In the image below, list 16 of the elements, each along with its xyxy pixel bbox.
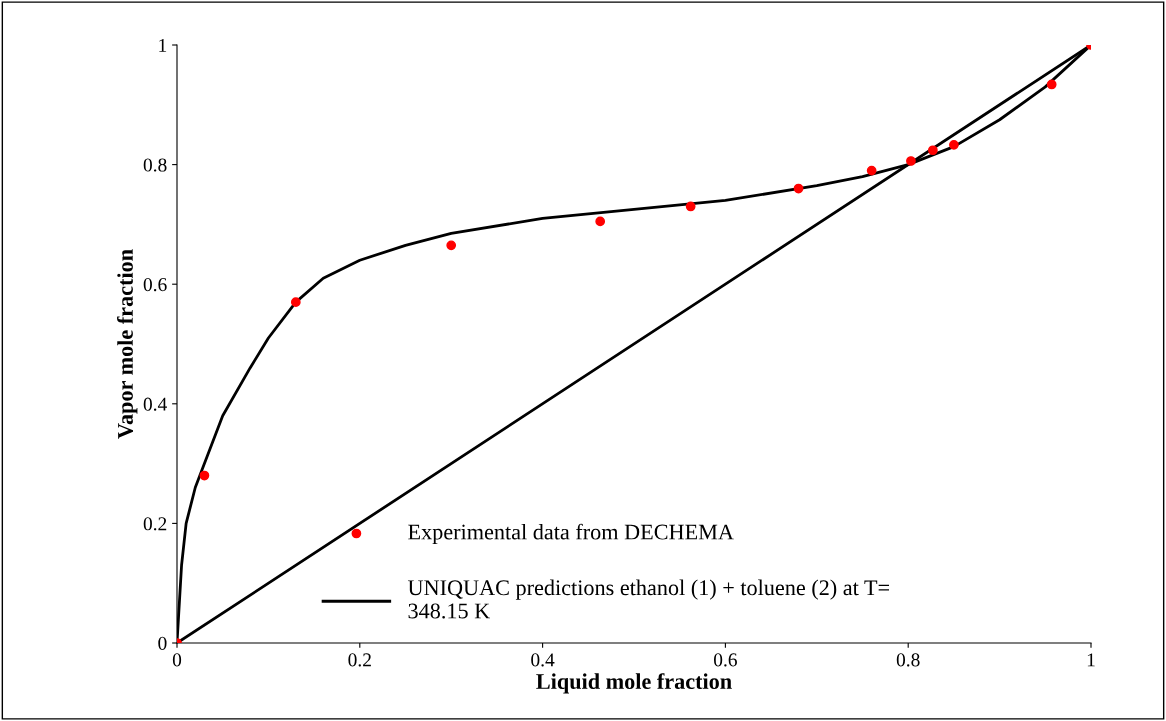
- x-tick-label: 0.4: [531, 653, 555, 667]
- x-axis-title: Liquid mole fraction: [536, 673, 732, 694]
- x-tick-label: 1: [1087, 653, 1095, 667]
- y-axis-title: Vapor mole fraction: [117, 249, 138, 439]
- x-tick-label: 0.2: [348, 653, 371, 667]
- y-tick-label: 0: [158, 636, 167, 650]
- legend-label: UNIQUAC predictions ethanol (1) + toluene (2) at T= 348.15 K: [407, 579, 889, 619]
- x-tick-label: 0.8: [896, 653, 920, 667]
- y-tick-label: 0.4: [143, 397, 167, 411]
- y-tick-label: 1: [159, 38, 167, 52]
- x-tick-label: 0.6: [713, 653, 737, 667]
- y-tick-label: 0.2: [143, 517, 167, 531]
- y-tick-label: 0.6: [143, 278, 167, 292]
- legend-label: Experimental data from DECHEMA: [408, 523, 734, 545]
- y-tick-label: 0.8: [143, 158, 167, 172]
- x-tick-label: 0: [172, 653, 182, 667]
